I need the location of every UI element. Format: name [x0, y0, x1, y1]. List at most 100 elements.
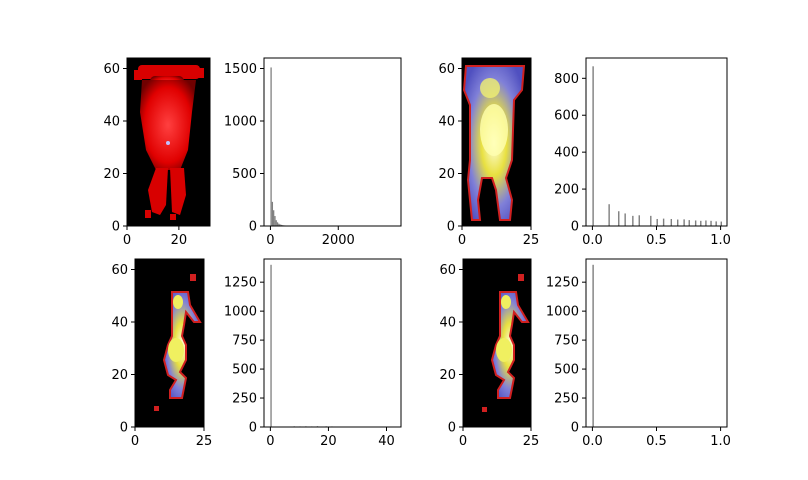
y-tick-label: 0	[571, 220, 579, 235]
y-tick-label: 40	[111, 316, 128, 331]
y-tick-label: 1000	[546, 305, 579, 320]
y-tick-label: 60	[111, 263, 128, 278]
y-tick-label: 250	[232, 392, 257, 407]
hist-bottom-right-axes: 0.0 0.5 1.0 0 250 500 750 1000 1250	[546, 258, 731, 449]
x-tick-label: 40	[378, 434, 395, 449]
axes-frame	[134, 258, 205, 428]
y-tick-label: 20	[439, 368, 456, 383]
y-tick-label: 1000	[224, 305, 257, 320]
y-tick-label: 20	[438, 167, 455, 182]
y-tick-label: 750	[232, 334, 257, 349]
histogram-bar	[705, 220, 707, 226]
y-tick-label: 40	[439, 316, 456, 331]
histogram-bar	[271, 201, 274, 226]
histogram-bar	[280, 224, 283, 226]
body-scan-hot-image	[462, 58, 531, 226]
histogram-bar	[624, 213, 626, 226]
x-tick-label: 25	[523, 233, 540, 248]
y-tick-label: 60	[103, 62, 120, 77]
x-tick-label: 20	[171, 233, 188, 248]
histogram-bar	[710, 220, 712, 226]
y-tick-label: 0	[112, 220, 120, 235]
histogram-bar	[275, 220, 277, 226]
y-tick-label: 500	[232, 363, 257, 378]
x-tick-label: 0	[131, 434, 139, 449]
hist-top-right-axes: 0.0 0.5 1.0 0 200 400 600 800	[554, 57, 731, 248]
y-tick-label: 1500	[224, 62, 257, 77]
histogram-bar	[618, 211, 620, 226]
histogram-bar	[592, 66, 594, 226]
histogram-bar	[273, 210, 275, 226]
x-tick-label: 0.0	[582, 434, 603, 449]
histogram-bar	[270, 67, 272, 226]
y-tick-label: 1250	[224, 276, 257, 291]
y-tick-label: 600	[554, 109, 579, 124]
y-tick-label: 60	[438, 62, 455, 77]
y-tick-label: 500	[232, 167, 257, 182]
histogram-bar	[279, 224, 281, 226]
histogram-bar	[694, 220, 697, 226]
img-bottom-left-axes: 0 25 0 20 40 60	[111, 258, 213, 449]
axes-frame	[126, 57, 211, 227]
x-tick-label: 2000	[322, 233, 355, 248]
histogram-bar	[608, 204, 610, 226]
x-tick-label: 20	[320, 434, 337, 449]
histogram-bar	[715, 221, 717, 226]
histogram-bar	[670, 218, 673, 226]
y-tick-label: 20	[111, 368, 128, 383]
x-tick-label: 0.5	[646, 233, 667, 248]
x-tick-label: 0.0	[582, 233, 603, 248]
axes-frame	[263, 258, 402, 428]
histogram-bar	[700, 220, 702, 226]
y-tick-label: 750	[554, 334, 579, 349]
histogram-bar	[276, 222, 279, 226]
y-tick-label: 20	[103, 167, 120, 182]
axes-frame	[462, 258, 532, 428]
histogram-bar	[632, 215, 634, 226]
x-tick-label: 1.0	[710, 434, 731, 449]
img-top-right-axes: 0 25 0 20 40 60	[438, 57, 540, 248]
histogram-bar	[720, 221, 723, 226]
x-tick-label: 0	[266, 434, 274, 449]
y-tick-label: 400	[554, 146, 579, 161]
img-top-left-axes: 0 20 0 20 40 60	[103, 57, 211, 248]
y-tick-label: 0	[571, 421, 579, 436]
x-tick-label: 25	[523, 434, 540, 449]
y-tick-label: 0	[249, 220, 257, 235]
histogram-bar	[278, 223, 280, 226]
x-tick-label: 0	[266, 233, 274, 248]
axes-frame	[263, 57, 402, 227]
side-scan-hot-image-2	[463, 259, 531, 427]
y-tick-label: 500	[554, 363, 579, 378]
histogram-bar	[656, 218, 658, 226]
y-tick-label: 40	[438, 115, 455, 130]
histogram-bar	[650, 215, 652, 226]
x-tick-label: 1.0	[710, 233, 731, 248]
histogram-bar	[662, 218, 665, 226]
body-scan-red-image	[127, 58, 210, 226]
axes-frame	[461, 57, 532, 227]
y-tick-label: 800	[554, 72, 579, 87]
axes-frame	[585, 57, 728, 227]
y-tick-label: 1250	[546, 276, 579, 291]
hist-top-left-axes: 0 2000 0 500 1000 1500	[224, 57, 402, 248]
y-tick-label: 40	[103, 115, 120, 130]
y-tick-label: 60	[439, 263, 456, 278]
y-tick-label: 0	[249, 421, 257, 436]
histogram-bar	[592, 264, 594, 427]
img-bottom-right-axes: 0 25 0 20 40 60	[439, 258, 540, 449]
histogram-bar	[638, 215, 640, 226]
x-tick-label: 25	[196, 434, 213, 449]
histogram-bar	[683, 219, 685, 226]
histogram-bar	[677, 219, 679, 226]
hist-bottom-left-axes: 0 20 40 0 250 500 750 1000 1250	[224, 258, 402, 449]
histogram-bar	[270, 264, 272, 427]
x-tick-label: 0	[459, 434, 467, 449]
x-tick-label: 0.5	[646, 434, 667, 449]
histogram-bar	[274, 216, 276, 226]
x-tick-label: 0	[123, 233, 131, 248]
x-tick-label: 0	[458, 233, 466, 248]
y-tick-label: 0	[447, 220, 455, 235]
axes-frame	[585, 258, 728, 428]
